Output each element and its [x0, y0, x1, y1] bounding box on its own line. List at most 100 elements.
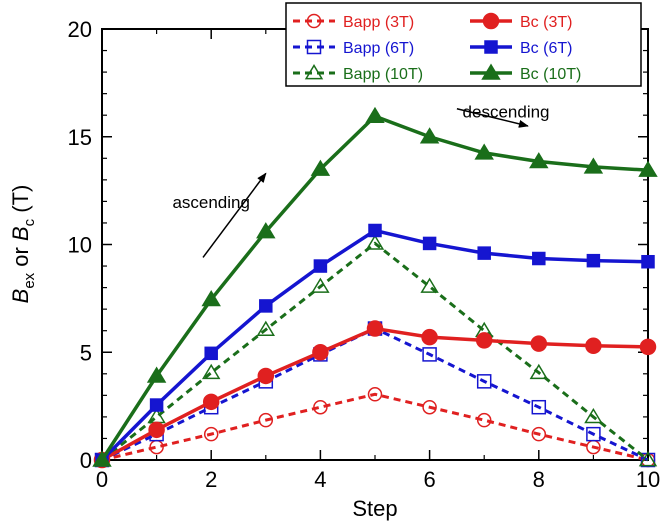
legend-entry: Bc (3T): [470, 12, 572, 31]
series-layer: [92, 106, 658, 469]
data-point: [204, 346, 218, 361]
y-tick-label: 15: [68, 125, 92, 150]
y-tick-label: 5: [80, 340, 92, 365]
data-point: [584, 407, 603, 424]
y-label-unit: (T): [8, 185, 33, 219]
series-bapp-10t: [92, 234, 658, 467]
series-bc-10t: [92, 106, 658, 467]
legend-marker: [304, 64, 324, 80]
arrow-descending: [456, 108, 529, 128]
data-point: [146, 366, 167, 383]
data-point: [531, 399, 547, 415]
axis-ticks: 0 2 4 6 8 10 0 5 10 15 20: [68, 17, 661, 492]
data-point: [256, 320, 275, 336]
y-label-or: or: [8, 241, 33, 273]
data-point: [313, 259, 328, 273]
data-point: [476, 412, 492, 428]
data-point: [583, 157, 604, 174]
data-point: [149, 398, 164, 412]
x-tick-label: 2: [205, 467, 217, 492]
data-point: [257, 367, 275, 385]
data-point: [202, 393, 220, 411]
data-point: [365, 234, 385, 250]
data-point: [313, 399, 328, 415]
series-line: [101, 241, 649, 462]
legend-entry: Bapp (3T): [293, 13, 414, 31]
legend-marker: [481, 63, 501, 80]
annotations: ascending descending: [172, 102, 550, 258]
data-point: [475, 332, 493, 349]
data-point: [201, 289, 221, 307]
data-point: [258, 412, 274, 428]
data-point: [531, 426, 547, 442]
data-point: [421, 328, 438, 346]
data-point: [367, 387, 383, 402]
y-label-b1: B: [8, 289, 33, 304]
data-point: [638, 160, 658, 177]
legend-marker: [306, 39, 322, 55]
legend-entry: Bapp (10T): [293, 64, 423, 83]
data-point: [420, 277, 439, 293]
data-point: [202, 363, 221, 380]
data-point: [312, 344, 329, 361]
data-point: [422, 347, 437, 362]
legend-label: Bc (6T): [520, 40, 572, 57]
y-label-sub-ex: ex: [21, 272, 38, 288]
data-point: [311, 277, 330, 293]
data-point: [529, 152, 549, 169]
x-tick-label: 8: [533, 467, 545, 492]
x-tick-label: 0: [96, 467, 108, 492]
data-point: [419, 127, 440, 144]
data-point: [476, 374, 492, 389]
legend-box: [285, 2, 642, 87]
data-point: [639, 338, 657, 356]
series-bc-3t: [93, 320, 657, 469]
y-tick-label: 10: [68, 233, 92, 258]
legend-marker: [484, 40, 498, 54]
y-tick-label: 20: [68, 17, 92, 42]
data-point: [148, 421, 165, 439]
legend-entry: Bc (6T): [470, 40, 572, 57]
data-point: [259, 299, 273, 313]
y-axis-label: Bex or Bc (T): [8, 185, 38, 304]
series-line: [100, 114, 649, 461]
data-point: [530, 335, 548, 352]
data-point: [256, 222, 276, 239]
y-label-sub-c: c: [21, 218, 38, 226]
legend-marker: [306, 13, 322, 29]
data-point: [638, 451, 658, 467]
data-point: [203, 426, 219, 442]
legend-entry: Bc (10T): [470, 63, 581, 83]
legend-label: Bapp (3T): [343, 14, 414, 31]
legend: Bapp (3T) Bc (3T) Bapp (6T) Bc (6T) Bapp (10…: [285, 2, 642, 87]
legend-label: Bc (10T): [520, 66, 581, 83]
data-point: [532, 251, 546, 266]
series-line: [101, 392, 649, 462]
legend-entry: Bapp (6T): [293, 39, 414, 57]
data-point: [422, 236, 437, 251]
x-tick-label: 6: [423, 467, 435, 492]
legend-label: Bapp (6T): [343, 40, 414, 57]
annotation-descending: descending: [463, 102, 550, 121]
x-tick-label: 4: [314, 467, 326, 492]
arrow-ascending: [202, 172, 267, 258]
data-point: [586, 426, 601, 442]
data-point: [474, 143, 494, 160]
x-axis-label: Step: [352, 496, 397, 521]
annotation-ascending: ascending: [172, 193, 250, 212]
data-point: [641, 254, 655, 269]
data-point: [368, 223, 382, 238]
y-tick-label: 0: [80, 448, 92, 473]
data-point: [365, 106, 385, 124]
data-point: [310, 159, 331, 176]
data-point: [92, 450, 112, 467]
data-point: [366, 320, 384, 337]
legend-label: Bapp (10T): [343, 66, 423, 83]
data-point: [586, 253, 601, 268]
x-tick-label: 10: [636, 467, 660, 492]
data-point: [422, 399, 437, 415]
legend-label: Bc (3T): [520, 14, 572, 31]
data-point: [477, 246, 491, 260]
y-label-b2: B: [8, 226, 33, 241]
